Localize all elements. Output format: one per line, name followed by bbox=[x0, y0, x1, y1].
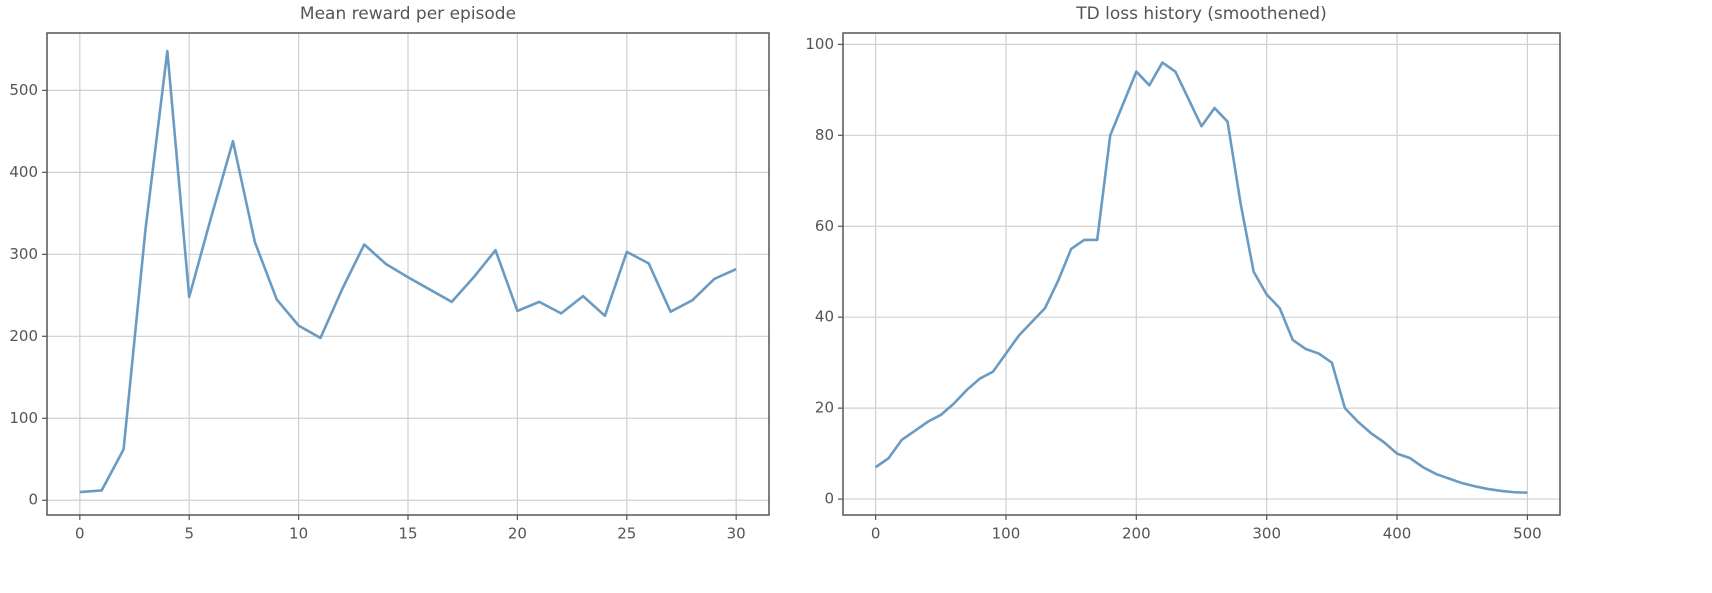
y-tick-label: 100 bbox=[9, 409, 38, 427]
x-tick-label: 400 bbox=[1383, 525, 1412, 543]
y-tick-label: 400 bbox=[9, 163, 38, 181]
x-tick-label: 25 bbox=[617, 525, 636, 543]
data-line bbox=[874, 61, 1528, 495]
chart: TD loss history (smoothened) 0 20 40 60 80 100… bbox=[805, 4, 1561, 543]
y-tick-label: 40 bbox=[815, 308, 834, 326]
x-tick-label: 0 bbox=[871, 525, 881, 543]
y-tick-label: 100 bbox=[805, 35, 834, 53]
plot-frame bbox=[842, 32, 1561, 516]
y-tick-label: 500 bbox=[9, 81, 38, 99]
x-tick-label: 10 bbox=[289, 525, 308, 543]
y-tick-label: 200 bbox=[9, 327, 38, 345]
x-tick-label: 0 bbox=[75, 525, 85, 543]
x-tick-label: 200 bbox=[1122, 525, 1151, 543]
x-tick-label: 15 bbox=[398, 525, 417, 543]
y-tick-label: 300 bbox=[9, 245, 38, 263]
y-tick-label: 0 bbox=[824, 490, 834, 508]
x-tick-label: 5 bbox=[184, 525, 194, 543]
chart-title: TD loss history (smoothened) bbox=[1075, 4, 1326, 24]
y-tick-label: 80 bbox=[815, 126, 834, 144]
plot-frame bbox=[46, 32, 770, 516]
x-tick-label: 300 bbox=[1252, 525, 1281, 543]
chart: Mean reward per episode 0 100 200 300 400 500 0… bbox=[9, 4, 770, 543]
y-tick-label: 60 bbox=[815, 217, 834, 235]
x-tick-label: 500 bbox=[1513, 525, 1542, 543]
y-tick-label: 20 bbox=[815, 399, 834, 417]
data-line bbox=[79, 49, 737, 494]
x-tick-label: 30 bbox=[727, 525, 746, 543]
x-tick-label: 100 bbox=[992, 525, 1021, 543]
x-tick-label: 20 bbox=[508, 525, 527, 543]
y-tick-label: 0 bbox=[28, 491, 38, 509]
chart-title: Mean reward per episode bbox=[300, 4, 516, 24]
